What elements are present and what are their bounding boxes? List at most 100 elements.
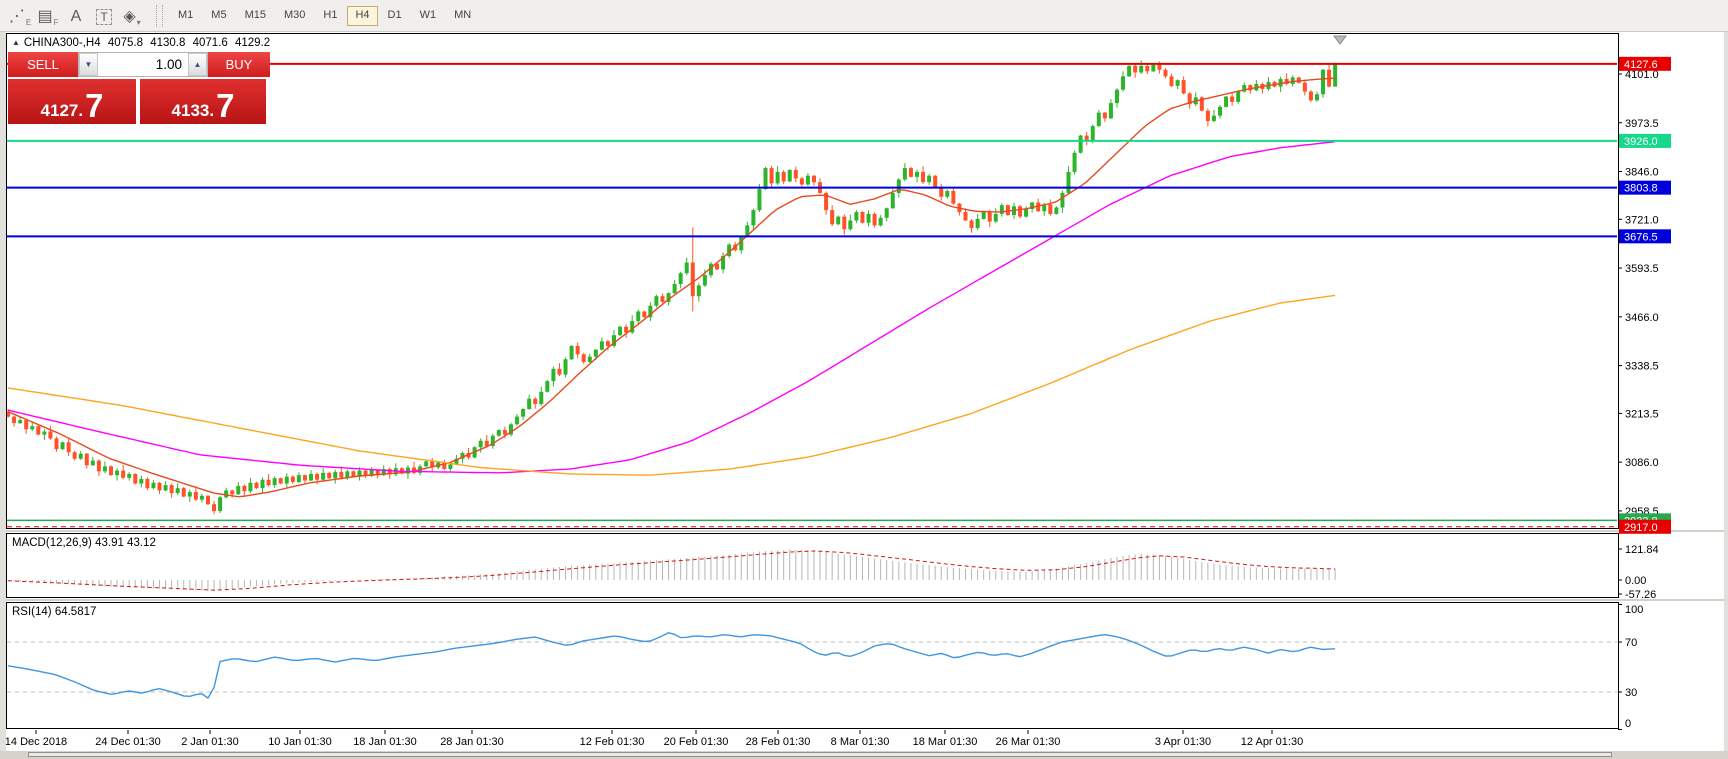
svg-text:0: 0 — [1625, 718, 1631, 730]
candlestick-series — [7, 60, 1338, 515]
toolbar-separator — [156, 4, 163, 27]
price-badge — [1619, 519, 1671, 534]
price-level-lines[interactable] — [7, 62, 1618, 528]
symbol-title: CHINA300-,H4 — [23, 37, 101, 49]
ma-slow-line — [7, 294, 1336, 476]
sell-price-main: 4127. — [40, 101, 84, 120]
svg-text:3466.0: 3466.0 — [1625, 312, 1659, 324]
timeframe-button-M15[interactable]: M15 — [244, 8, 266, 21]
indicator-labels: MACD(12,26,9) 43.91 43.12 RSI(14) 64.5817 — [12, 537, 156, 618]
pane-border — [6, 533, 1619, 598]
macd-label: MACD(12,26,9) 43.91 43.12 — [12, 537, 156, 549]
text-tool-icon[interactable]: A — [70, 7, 82, 25]
time-label: 12 Feb 01:30 — [580, 736, 645, 748]
timeframe-button-H4[interactable]: H4 — [347, 5, 378, 26]
buy-price-pip: 7 — [216, 87, 235, 124]
time-axis: 14 Dec 2018 24 Dec 01:30 2 Jan 01:30 10 Jan… — [5, 730, 1303, 748]
time-label: 28 Jan 01:30 — [440, 736, 504, 748]
symbol-ohlc-header: ▲ CHINA300-,H4 4075.8 4130.8 4071.6 4129.… — [12, 37, 274, 49]
drawing-tools-group: ⋰ E ▤ F A T ◈ ▾ — [6, 4, 146, 28]
svg-text:100: 100 — [1625, 604, 1643, 616]
svg-text:121.84: 121.84 — [1625, 544, 1659, 556]
rsi-label: RSI(14) 64.5817 — [12, 606, 96, 618]
channel-tool-icon[interactable]: ⋰ E — [8, 7, 32, 27]
price-axis: 4101.0 3973.5 3846.0 3721.0 3593.5 3466.0 3338… — [1618, 56, 1671, 730]
rsi-indicator — [7, 631, 1617, 699]
timeframe-button-M5[interactable]: M5 — [211, 8, 227, 21]
time-label: 24 Dec 01:30 — [95, 736, 160, 748]
svg-text:3676.5: 3676.5 — [1624, 231, 1658, 243]
ohlc-open: 4075.8 — [107, 37, 144, 49]
fibonacci-tool-icon[interactable]: ▤ F — [37, 7, 59, 27]
svg-text:2917.0: 2917.0 — [1624, 522, 1658, 534]
chart-area: 4101.0 3973.5 3846.0 3721.0 3593.5 3466.0 3338… — [0, 32, 1728, 759]
one-click-trade-panel: SELL ▼ ▲ BUY 4127. 7 4133. 7 — [8, 52, 270, 124]
timeframe-button-M1[interactable]: M1 — [178, 8, 194, 21]
buy-price-box[interactable]: 4133. 7 — [140, 79, 266, 124]
svg-text:0.00: 0.00 — [1625, 575, 1646, 587]
time-label: 20 Feb 01:30 — [664, 736, 729, 748]
top-toolbar: ⋰ E ▤ F A T ◈ ▾ M1 M5 M15 M30 H1 H4 D1 W1 MN — [0, 0, 1728, 32]
time-label: 26 Mar 01:30 — [996, 736, 1061, 748]
ohlc-close: 4129.2 — [235, 37, 271, 49]
svg-text:3213.5: 3213.5 — [1625, 408, 1659, 420]
svg-text:3973.5: 3973.5 — [1625, 118, 1659, 130]
svg-text:70: 70 — [1625, 637, 1637, 649]
price-badge — [1619, 229, 1671, 244]
volume-decrease-icon[interactable]: ▼ — [79, 53, 98, 76]
window-right-edge — [1724, 32, 1728, 752]
volume-stepper: ▼ ▲ — [78, 52, 208, 77]
chart-shift-marker-icon[interactable] — [1333, 35, 1347, 45]
ohlc-high: 4130.8 — [150, 37, 186, 49]
sell-button[interactable]: SELL — [8, 52, 78, 77]
volume-input[interactable] — [98, 53, 188, 76]
svg-text:3338.5: 3338.5 — [1625, 361, 1659, 373]
time-label: 14 Dec 2018 — [5, 736, 67, 748]
window-left-edge — [0, 32, 6, 752]
ohlc-low: 4071.6 — [192, 37, 228, 49]
svg-text:3803.8: 3803.8 — [1624, 183, 1658, 195]
macd-indicator — [7, 549, 1336, 592]
pane-separator[interactable] — [0, 530, 1728, 532]
sell-price-pip: 7 — [85, 87, 104, 124]
time-label: 28 Feb 01:30 — [746, 736, 811, 748]
svg-text:3086.0: 3086.0 — [1625, 457, 1659, 469]
timeframe-button-MN[interactable]: MN — [454, 8, 472, 21]
time-label: 18 Mar 01:30 — [913, 736, 978, 748]
svg-text:4127.6: 4127.6 — [1624, 59, 1658, 71]
buy-button[interactable]: BUY — [208, 52, 270, 77]
price-badge — [1619, 180, 1671, 195]
timeframe-button-H1[interactable]: H1 — [323, 8, 338, 21]
collapse-panel-icon[interactable]: ▲ — [12, 38, 20, 47]
horizontal-scrollbar[interactable] — [0, 751, 1728, 759]
scrollbar-thumb[interactable] — [28, 752, 1612, 757]
macd-signal-line — [7, 550, 1336, 591]
time-label: 10 Jan 01:30 — [268, 736, 332, 748]
buy-price-main: 4133. — [171, 101, 215, 120]
price-badge — [1619, 56, 1671, 71]
time-label: 8 Mar 01:30 — [831, 736, 890, 748]
timeframe-button-W1[interactable]: W1 — [419, 8, 437, 21]
time-label: 2 Jan 01:30 — [181, 736, 239, 748]
label-tool-icon[interactable]: T — [91, 4, 117, 28]
pane-separator[interactable] — [0, 599, 1728, 601]
svg-text:3846.0: 3846.0 — [1625, 167, 1659, 179]
ma-fast-line — [7, 77, 1336, 498]
pane-border — [6, 33, 1619, 529]
sell-price-box[interactable]: 4127. 7 — [8, 79, 136, 124]
time-label: 3 Apr 01:30 — [1155, 736, 1211, 748]
arrow-tool-icon[interactable]: ◈ ▾ — [123, 7, 141, 27]
timeframe-button-D1[interactable]: D1 — [387, 8, 402, 21]
svg-text:4101.0: 4101.0 — [1625, 69, 1659, 81]
svg-text:-57.26: -57.26 — [1625, 589, 1656, 601]
svg-text:3593.5: 3593.5 — [1625, 263, 1659, 275]
svg-text:3926.0: 3926.0 — [1624, 136, 1658, 148]
price-badge — [1619, 133, 1671, 148]
ma-medium-line — [7, 141, 1336, 474]
volume-increase-icon[interactable]: ▲ — [188, 53, 207, 76]
timeframe-button-M30[interactable]: M30 — [283, 8, 306, 21]
svg-text:3721.0: 3721.0 — [1625, 214, 1659, 226]
timeframe-group: M1 M5 M15 M30 H1 H4 D1 W1 MN — [169, 5, 480, 26]
